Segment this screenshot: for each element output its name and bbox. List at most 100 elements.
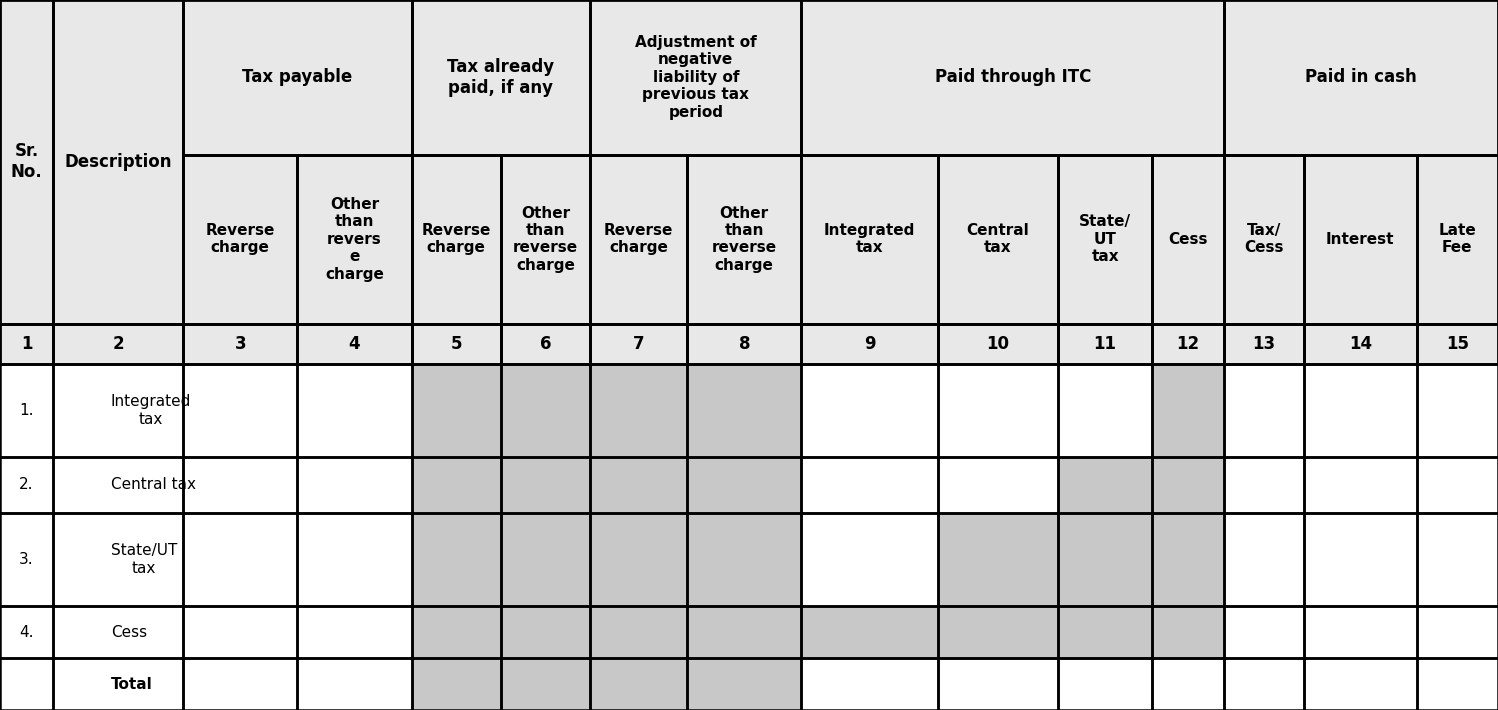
- Bar: [183, 155, 298, 324]
- Bar: [54, 0, 183, 324]
- Bar: [183, 658, 298, 710]
- Bar: [0, 606, 54, 658]
- Text: 6: 6: [539, 334, 551, 353]
- Bar: [688, 364, 801, 457]
- Bar: [54, 457, 183, 513]
- Bar: [183, 606, 298, 658]
- Text: 1.: 1.: [19, 403, 34, 418]
- Bar: [1224, 155, 1303, 324]
- Bar: [801, 0, 1224, 155]
- Bar: [183, 513, 298, 606]
- Text: Cess: Cess: [1168, 231, 1207, 247]
- Bar: [1058, 155, 1152, 324]
- Bar: [1303, 658, 1417, 710]
- Bar: [590, 0, 801, 155]
- Text: Integrated
tax: Integrated tax: [111, 394, 192, 427]
- Text: Tax payable: Tax payable: [243, 68, 352, 87]
- Bar: [1224, 457, 1303, 513]
- Bar: [938, 155, 1058, 324]
- Bar: [688, 324, 801, 364]
- Text: Reverse
charge: Reverse charge: [421, 223, 491, 256]
- Text: 9: 9: [864, 334, 875, 353]
- Bar: [1303, 155, 1417, 324]
- Bar: [1152, 324, 1224, 364]
- Bar: [801, 457, 938, 513]
- Bar: [54, 513, 183, 606]
- Text: Tax/
Cess: Tax/ Cess: [1245, 223, 1284, 256]
- Bar: [54, 658, 183, 710]
- Bar: [0, 457, 54, 513]
- Bar: [298, 155, 412, 324]
- Bar: [1058, 364, 1152, 457]
- Bar: [1152, 364, 1224, 457]
- Bar: [412, 0, 590, 155]
- Bar: [590, 324, 688, 364]
- Bar: [801, 606, 938, 658]
- Bar: [1058, 513, 1152, 606]
- Text: Central
tax: Central tax: [966, 223, 1029, 256]
- Bar: [500, 658, 590, 710]
- Bar: [298, 324, 412, 364]
- Bar: [0, 658, 54, 710]
- Text: 13: 13: [1252, 334, 1276, 353]
- Text: Paid through ITC: Paid through ITC: [935, 68, 1091, 87]
- Bar: [938, 606, 1058, 658]
- Bar: [1152, 606, 1224, 658]
- Bar: [298, 364, 412, 457]
- Bar: [500, 457, 590, 513]
- Bar: [1303, 457, 1417, 513]
- Bar: [298, 658, 412, 710]
- Bar: [412, 606, 500, 658]
- Text: Central tax: Central tax: [111, 477, 196, 493]
- Text: Reverse
charge: Reverse charge: [604, 223, 673, 256]
- Bar: [590, 658, 688, 710]
- Bar: [1224, 324, 1303, 364]
- Bar: [1417, 155, 1498, 324]
- Bar: [500, 155, 590, 324]
- Bar: [1224, 513, 1303, 606]
- Text: Cess: Cess: [111, 625, 147, 640]
- Text: Interest: Interest: [1326, 231, 1395, 247]
- Text: 10: 10: [986, 334, 1010, 353]
- Text: 5: 5: [451, 334, 461, 353]
- Bar: [688, 155, 801, 324]
- Text: 1: 1: [21, 334, 33, 353]
- Text: Late
Fee: Late Fee: [1438, 223, 1476, 256]
- Bar: [1152, 457, 1224, 513]
- Bar: [298, 457, 412, 513]
- Bar: [1303, 324, 1417, 364]
- Bar: [688, 457, 801, 513]
- Text: Paid in cash: Paid in cash: [1305, 68, 1417, 87]
- Bar: [412, 324, 500, 364]
- Bar: [183, 457, 298, 513]
- Bar: [412, 513, 500, 606]
- Bar: [412, 155, 500, 324]
- Bar: [938, 324, 1058, 364]
- Text: 4: 4: [349, 334, 361, 353]
- Bar: [412, 658, 500, 710]
- Bar: [1058, 658, 1152, 710]
- Bar: [1152, 658, 1224, 710]
- Bar: [1224, 658, 1303, 710]
- Text: Reverse
charge: Reverse charge: [205, 223, 276, 256]
- Bar: [688, 513, 801, 606]
- Bar: [688, 606, 801, 658]
- Bar: [1417, 364, 1498, 457]
- Text: 8: 8: [739, 334, 750, 353]
- Bar: [1303, 364, 1417, 457]
- Text: Description: Description: [64, 153, 172, 171]
- Text: Sr.
No.: Sr. No.: [10, 143, 42, 181]
- Bar: [1058, 606, 1152, 658]
- Text: 3: 3: [235, 334, 246, 353]
- Bar: [938, 364, 1058, 457]
- Bar: [1224, 364, 1303, 457]
- Bar: [688, 658, 801, 710]
- Bar: [801, 324, 938, 364]
- Text: 2: 2: [112, 334, 124, 353]
- Bar: [183, 364, 298, 457]
- Bar: [590, 606, 688, 658]
- Text: 3.: 3.: [19, 552, 34, 567]
- Bar: [590, 364, 688, 457]
- Bar: [500, 513, 590, 606]
- Bar: [298, 513, 412, 606]
